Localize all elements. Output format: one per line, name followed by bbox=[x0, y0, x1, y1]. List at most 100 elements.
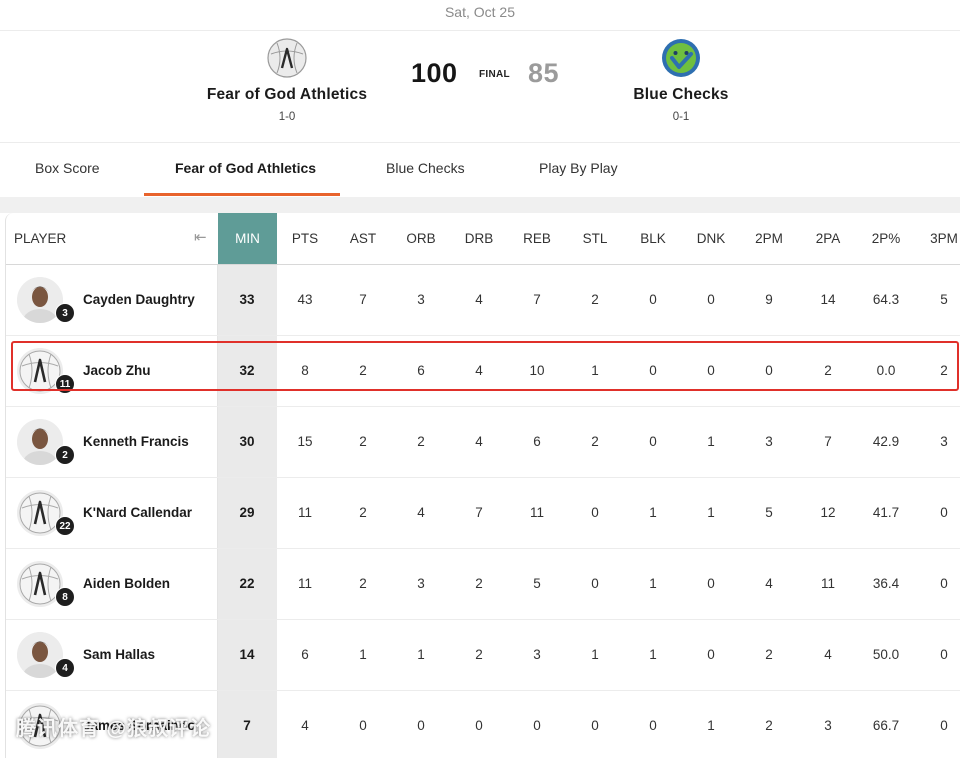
stat-cell-min: 32 bbox=[239, 363, 255, 378]
header-divider bbox=[0, 30, 960, 31]
stat-cell-3pm: 0 bbox=[940, 505, 948, 520]
fear-of-god-logo-icon bbox=[267, 38, 307, 78]
home-team[interactable]: Fear of God Athletics 1-0 bbox=[177, 38, 397, 123]
stat-cell-dnk: 0 bbox=[707, 576, 715, 591]
tab-box-score[interactable]: Box Score bbox=[35, 160, 100, 176]
header-row-divider bbox=[6, 264, 960, 265]
stat-cell-dnk: 1 bbox=[707, 505, 715, 520]
stat-cell-reb: 11 bbox=[529, 505, 544, 520]
table-row[interactable]: 8 Aiden Bolden 22 11 2 3 2 5 0 1 0 4 11 36.4 0 bbox=[6, 549, 960, 620]
stat-cell-3pm: 5 bbox=[940, 292, 948, 307]
stat-cell-reb: 5 bbox=[533, 576, 541, 591]
fear-of-god-logo-icon bbox=[17, 703, 63, 749]
stat-cell-2pa: 14 bbox=[820, 292, 836, 307]
min-column-background bbox=[218, 213, 277, 758]
row-divider bbox=[6, 406, 960, 407]
column-header-pts[interactable]: PTS bbox=[291, 231, 319, 246]
column-header-2pa[interactable]: 2PA bbox=[815, 231, 841, 246]
stat-cell-pts: 4 bbox=[301, 718, 309, 733]
column-header-drb[interactable]: DRB bbox=[464, 231, 494, 246]
stat-cell-dnk: 0 bbox=[707, 292, 715, 307]
stat-cell-orb: 1 bbox=[417, 647, 425, 662]
stat-cell-2pa: 12 bbox=[820, 505, 836, 520]
stat-cell-dnk: 0 bbox=[707, 363, 715, 378]
watermark: 腾讯体育 @狼叔评论 bbox=[16, 718, 212, 740]
game-status: FINAL bbox=[479, 69, 510, 80]
tab-blue-checks[interactable]: Blue Checks bbox=[386, 160, 465, 176]
player-column-divider bbox=[217, 264, 218, 758]
column-header-reb[interactable]: REB bbox=[523, 231, 551, 246]
stat-cell-ast: 2 bbox=[359, 505, 367, 520]
stat-cell-orb: 4 bbox=[417, 505, 425, 520]
column-header-2pm[interactable]: 2PM bbox=[755, 231, 783, 246]
stat-cell-2pm: 9 bbox=[765, 292, 773, 307]
stat-cell-stl: 1 bbox=[591, 647, 599, 662]
game-date: Sat, Oct 25 bbox=[444, 4, 516, 20]
away-team[interactable]: Blue Checks 0-1 bbox=[571, 38, 791, 123]
column-header-ast[interactable]: AST bbox=[349, 231, 377, 246]
stat-cell-pts: 8 bbox=[301, 363, 309, 378]
table-row[interactable]: 11 Jacob Zhu 32 8 2 6 4 10 1 0 0 0 2 0.0 2 bbox=[6, 336, 960, 407]
table-row[interactable]: 3 Cayden Daughtry 33 43 7 3 4 7 2 0 0 9 14 64.3 5 bbox=[6, 265, 960, 336]
fear-of-god-logo-icon bbox=[17, 561, 63, 607]
player-name-link[interactable]: K'Nard Callendar bbox=[83, 505, 192, 520]
column-header-orb[interactable]: ORB bbox=[406, 231, 436, 246]
row-divider bbox=[6, 690, 960, 691]
column-header-2p-pct[interactable]: 2P% bbox=[871, 231, 901, 246]
stat-cell-orb: 2 bbox=[417, 434, 425, 449]
collapse-arrow-icon[interactable]: ⇤ bbox=[194, 229, 207, 246]
player-name-link[interactable]: Jacob Zhu bbox=[83, 363, 151, 378]
column-header-dnk[interactable]: DNK bbox=[696, 231, 726, 246]
tab-fear-of-god-athletics[interactable]: Fear of God Athletics bbox=[175, 160, 317, 176]
stat-cell-blk: 1 bbox=[649, 647, 657, 662]
stat-cell-orb: 6 bbox=[417, 363, 425, 378]
stat-cell-stl: 2 bbox=[591, 434, 599, 449]
stat-cell-min: 14 bbox=[239, 647, 255, 662]
stat-cell-min: 29 bbox=[239, 505, 255, 520]
stat-cell-2pm: 3 bbox=[765, 434, 773, 449]
stat-cell-2pa: 4 bbox=[824, 647, 832, 662]
column-header-blk[interactable]: BLK bbox=[640, 231, 666, 246]
player-name-link[interactable]: Cayden Daughtry bbox=[83, 292, 195, 307]
stat-cell-stl: 0 bbox=[591, 576, 599, 591]
stat-cell-2p-pct: 41.7 bbox=[872, 505, 900, 520]
stat-cell-2pm: 2 bbox=[765, 718, 773, 733]
stat-cell-2pm: 2 bbox=[765, 647, 773, 662]
row-divider bbox=[6, 335, 960, 336]
stat-cell-3pm: 0 bbox=[940, 576, 948, 591]
home-team-record: 1-0 bbox=[278, 111, 296, 123]
stat-cell-drb: 0 bbox=[475, 718, 483, 733]
player-name-link[interactable]: James Sorhaindo bbox=[83, 718, 196, 733]
stat-cell-reb: 6 bbox=[533, 434, 541, 449]
stat-cell-ast: 2 bbox=[359, 363, 367, 378]
stat-cell-drb: 2 bbox=[475, 647, 483, 662]
jersey-number-badge: 3 bbox=[55, 303, 75, 323]
stat-cell-min: 22 bbox=[239, 576, 255, 591]
stat-cell-ast: 7 bbox=[359, 292, 367, 307]
player-name-link[interactable]: Kenneth Francis bbox=[83, 434, 189, 449]
table-row[interactable]: 4 Sam Hallas 14 6 1 1 2 3 1 1 0 2 4 50.0 0 bbox=[6, 620, 960, 691]
tab-play-by-play[interactable]: Play By Play bbox=[539, 160, 618, 176]
box-score-table[interactable]: PLAYER ⇤ MIN PTS AST ORB DRB REB STL BLK DNK 2PM… bbox=[5, 213, 960, 758]
stat-cell-pts: 43 bbox=[297, 292, 313, 307]
row-divider bbox=[6, 477, 960, 478]
table-row[interactable]: 2 Kenneth Francis 30 15 2 2 4 6 2 0 1 3 7 42.9 3 bbox=[6, 407, 960, 478]
home-team-name: Fear of God Athletics bbox=[206, 86, 368, 103]
stat-cell-2p-pct: 42.9 bbox=[872, 434, 900, 449]
column-header-min[interactable]: MIN bbox=[218, 213, 277, 264]
column-header-stl[interactable]: STL bbox=[582, 231, 608, 246]
table-row[interactable]: 22 K'Nard Callendar 29 11 2 4 7 11 0 1 1 5 12 41.7 0 bbox=[6, 478, 960, 549]
table-row[interactable]: James Sorhaindo 7 4 0 0 0 0 0 0 1 2 3 66.7 0 bbox=[6, 691, 960, 758]
player-column-header[interactable]: PLAYER bbox=[14, 231, 67, 246]
player-name-link[interactable]: Aiden Bolden bbox=[83, 576, 170, 591]
stat-cell-3pm: 0 bbox=[940, 718, 948, 733]
stat-cell-blk: 0 bbox=[649, 434, 657, 449]
stat-cell-2pa: 11 bbox=[820, 576, 835, 591]
stat-cell-3pm: 2 bbox=[940, 363, 948, 378]
away-score: 85 bbox=[528, 58, 560, 88]
stat-cell-blk: 0 bbox=[649, 292, 657, 307]
column-header-3pm[interactable]: 3PM bbox=[930, 231, 958, 246]
player-name-link[interactable]: Sam Hallas bbox=[83, 647, 156, 662]
stat-cell-min: 7 bbox=[243, 718, 251, 733]
fear-of-god-logo-icon bbox=[17, 348, 63, 394]
